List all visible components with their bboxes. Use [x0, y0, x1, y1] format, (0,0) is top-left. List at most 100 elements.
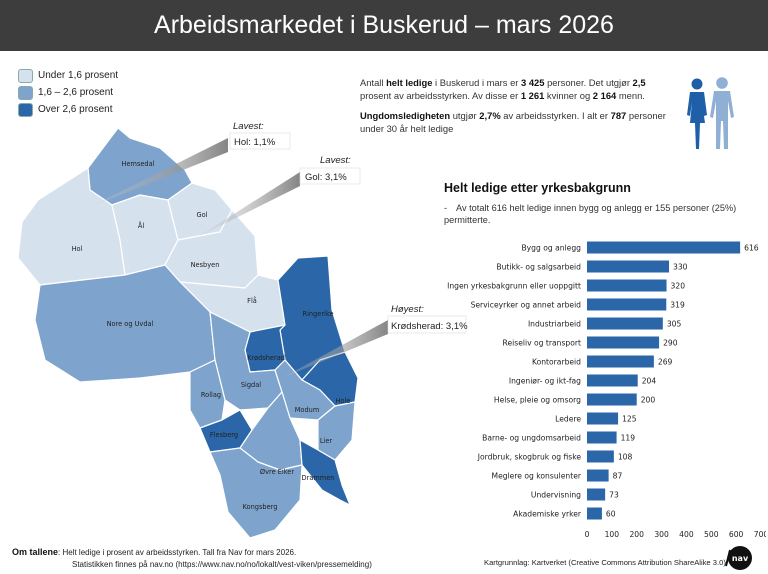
category-label: Helse, pleie og omsorg [494, 396, 581, 405]
page-title: Arbeidsmarkedet i Buskerud – mars 2026 [154, 11, 614, 39]
callout-beam-2 [196, 172, 300, 238]
callout-box-3 [387, 315, 467, 334]
map-credit: Kartgrunnlag: Kartverket (Creative Commo… [484, 558, 726, 567]
map-label-flesberg: Flesberg [210, 431, 238, 439]
tick-label: 200 [629, 530, 644, 539]
map-label-nesbyen: Nesbyen [191, 261, 220, 269]
data-label: 108 [618, 453, 633, 462]
callout-beam-3 [282, 320, 388, 378]
legend-swatch-high [18, 102, 33, 117]
data-label: 330 [673, 263, 688, 272]
bar [587, 336, 660, 349]
data-label: 319 [670, 301, 685, 310]
tick-label: 600 [729, 530, 744, 539]
region-kongsberg [209, 447, 303, 539]
people-icon [687, 77, 734, 149]
bar [587, 298, 667, 311]
bar [587, 412, 619, 425]
data-label: 269 [658, 358, 673, 367]
tick-label: 0 [585, 530, 590, 539]
callout-box-2 [299, 167, 361, 185]
stats-paragraph-youth: Ungdomsledigheten utgjør 2,7% av arbeids… [360, 110, 666, 134]
bar-chart: Bygg og anlegg 616 Butikk- og salgsarbeid 3… [447, 241, 766, 539]
map-label-lier: Lier [320, 437, 333, 445]
legend-item-low: Under 1,6 prosent [18, 67, 118, 84]
tick-label: 700 [754, 530, 766, 539]
map-label-rollag: Rollag [201, 391, 221, 399]
category-label: Industriarbeid [528, 320, 581, 329]
callout-title-3: Høyest: [391, 304, 424, 315]
map-label-nore: Nore og Uvdal [107, 320, 154, 328]
nav-logo: nav [725, 546, 752, 570]
category-label: Bygg og anlegg [521, 244, 581, 253]
map-label-ringerike: Ringerike [302, 310, 333, 318]
tick-label: 300 [654, 530, 669, 539]
legend-label-high: Over 2,6 prosent [38, 104, 113, 115]
category-label: Jordbruk, skogbruk og fiske [477, 453, 582, 462]
category-label: Kontorarbeid [532, 358, 581, 367]
tick-label: 500 [704, 530, 719, 539]
data-label: 320 [671, 282, 686, 291]
tick-label: 100 [605, 530, 620, 539]
bar [587, 317, 663, 330]
data-label: 200 [641, 396, 656, 405]
legend-item-high: Over 2,6 prosent [18, 101, 118, 118]
category-label: Reiseliv og transport [503, 339, 581, 348]
footer-line-2: Statistikken finnes på nav.no (https://w… [72, 560, 372, 569]
category-label: Barne- og ungdomsarbeid [482, 434, 581, 443]
region-drammen [299, 439, 351, 506]
category-label: Serviceyrker og annet arbeid [471, 301, 582, 310]
map-label-fla: Flå [247, 296, 257, 305]
bar [587, 393, 637, 406]
footer-label: Om tallene [12, 547, 59, 557]
data-label: 87 [613, 472, 623, 481]
data-label: 290 [663, 339, 678, 348]
bar [587, 507, 602, 520]
footer-notes: Om tallene: Helt ledige i prosent av arb… [12, 546, 372, 571]
callout-box-1 [229, 132, 291, 150]
callout-text-3: Krødsherad: 3,1% [391, 321, 468, 332]
header-bar: Arbeidsmarkedet i Buskerud – mars 2026 [0, 0, 768, 51]
map-label-drammen: Drammen [302, 474, 335, 482]
map-label-sigdal: Sigdal [241, 381, 261, 389]
bar [587, 279, 667, 292]
tick-label: 400 [679, 530, 694, 539]
stats-text: Antall helt ledige i Buskerud i mars er … [360, 76, 670, 142]
stats-paragraph-total: Antall helt ledige i Buskerud i mars er … [360, 77, 646, 101]
map-label-ovre-eiker: Øvre Eiker [260, 468, 294, 476]
map-label-hemsedal: Hemsedal [122, 160, 155, 168]
bar [587, 488, 606, 501]
category-label: Butikk- og salgsarbeid [496, 263, 581, 272]
callout-title-1: Lavest: [233, 121, 264, 132]
data-label: 119 [621, 434, 636, 443]
nav-logo-text: nav [732, 554, 749, 563]
category-label: Undervisning [531, 491, 581, 500]
footer-line-1: : Helt ledige i prosent av arbeidsstyrke… [58, 548, 297, 557]
category-label: Meglere og konsulenter [492, 472, 582, 481]
legend-swatch-mid [18, 85, 33, 100]
data-label: 204 [642, 377, 657, 386]
buskerud-map: Hemsedal Ål Gol Hol Nesbyen Flå Nore og … [17, 121, 468, 539]
map-label-gol: Gol [197, 211, 208, 219]
map-label-al: Ål [138, 221, 145, 230]
callout-text-2: Gol: 3,1% [305, 172, 347, 183]
legend-swatch-low [18, 68, 33, 83]
bar [587, 469, 609, 482]
chart-title: Helt ledige etter yrkesbakgrunn [444, 181, 631, 195]
bar [587, 355, 654, 368]
map-legend: Under 1,6 prosent 1,6 – 2,6 prosent Over… [18, 67, 118, 118]
bar [587, 241, 741, 254]
legend-label-low: Under 1,6 prosent [38, 70, 119, 81]
callout-text-1: Hol: 1,1% [234, 137, 276, 148]
bar [587, 431, 617, 444]
map-label-hole: Hole [336, 397, 351, 405]
bar [587, 260, 670, 273]
category-label: Ledere [555, 415, 581, 424]
data-label: 60 [606, 510, 616, 519]
data-label: 73 [609, 491, 619, 500]
category-label: Ingen yrkesbakgrunn eller uoppgitt [447, 282, 581, 291]
map-label-hol: Hol [72, 245, 83, 253]
category-label: Akademiske yrker [513, 510, 582, 519]
data-label: 305 [667, 320, 682, 329]
callout-beam-1 [88, 138, 228, 208]
